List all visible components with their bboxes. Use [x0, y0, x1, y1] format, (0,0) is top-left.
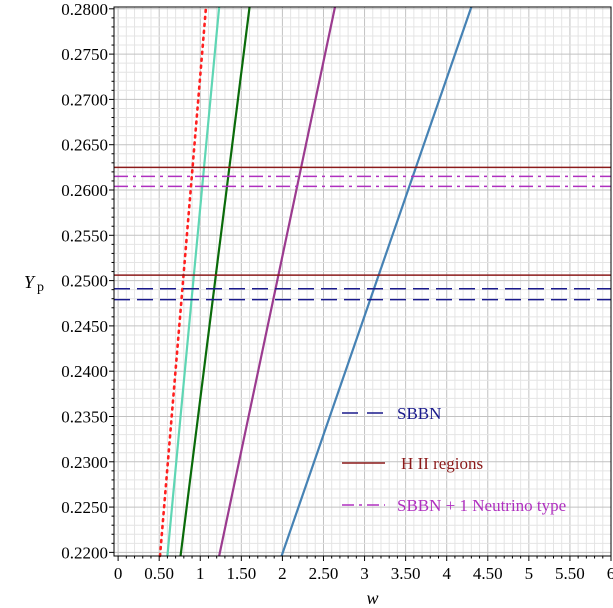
legend-label: SBBN [397, 404, 441, 423]
x-tick-label: 2.50 [309, 564, 339, 583]
y-tick-label: 0.2300 [61, 453, 108, 472]
axes: 0.2200 0.2250 0.2300 0.2350 0.2400 0.2450 0.25… [61, 0, 613, 583]
curve [158, 5, 208, 558]
curve [179, 6, 251, 557]
y-tick-label: 0.2700 [61, 90, 108, 109]
x-tick-label: 5 [525, 564, 534, 583]
x-tick-label: 4 [442, 564, 451, 583]
x-tick-label: 1 [196, 564, 205, 583]
curves [158, 5, 473, 558]
y-tick-label: 0.2250 [61, 498, 108, 517]
x-tick-label: 5.50 [555, 564, 585, 583]
x-tick-label: 3 [360, 564, 369, 583]
grid [114, 7, 612, 556]
y-tick-label: 0.2800 [61, 0, 108, 19]
y-tick-label: 0.2500 [61, 272, 108, 291]
x-axis-label: w [366, 588, 378, 608]
y-tick-label: 0.2750 [61, 45, 108, 64]
x-tick-label: 1.50 [226, 564, 256, 583]
curve [166, 6, 221, 557]
x-tick-label: 0.50 [144, 564, 174, 583]
curve [280, 6, 473, 557]
legend-label: SBBN + 1 Neutrino type [397, 496, 566, 515]
plot-frame [113, 6, 612, 557]
y-tick-label: 0.2550 [61, 226, 108, 245]
x-tick-label: 6 [607, 564, 613, 583]
x-tick-label: 4.50 [473, 564, 503, 583]
x-tick-label: 3.50 [391, 564, 421, 583]
y-tick-label: 0.2200 [61, 543, 108, 562]
curve [218, 6, 337, 557]
y-tick-label: 0.2650 [61, 136, 108, 155]
legend-label: H II regions [401, 454, 483, 473]
horizontal-bands [114, 166, 611, 301]
x-tick-label: 0 [114, 564, 123, 583]
y-tick-label: 0.2450 [61, 317, 108, 336]
x-tick-label: 2 [278, 564, 287, 583]
y-tick-label: 0.2350 [61, 407, 108, 426]
y-tick-label: 0.2600 [61, 181, 108, 200]
legend: SBBN H II regions SBBN + 1 Neutrino type [342, 404, 566, 515]
y-tick-label: 0.2400 [61, 362, 108, 381]
y-axis-label-main: Y [24, 272, 36, 292]
y-axis-label-sub: p [37, 280, 44, 295]
